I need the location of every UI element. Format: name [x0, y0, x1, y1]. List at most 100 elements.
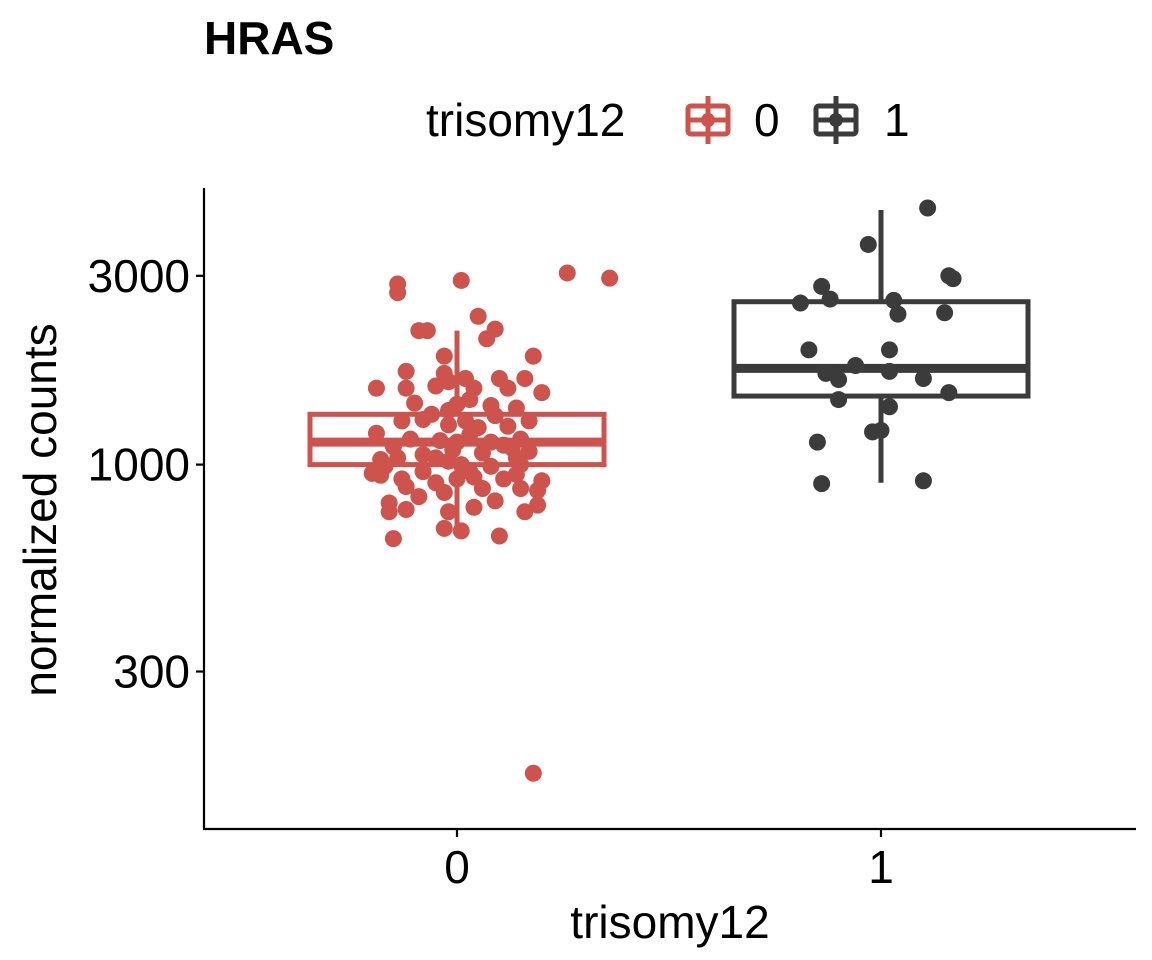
data-point-0-78 — [410, 488, 428, 506]
data-point-0-0 — [558, 264, 576, 282]
legend-label-1: 1 — [884, 94, 910, 146]
x-axis-label: trisomy12 — [570, 896, 769, 948]
legend-label-0: 0 — [754, 94, 780, 146]
legend: trisomy12 0 1 — [426, 94, 910, 146]
data-point-0-69 — [448, 470, 466, 488]
data-point-0-85 — [516, 503, 534, 521]
data-point-0-17 — [367, 379, 385, 397]
data-point-0-1 — [601, 269, 619, 287]
data-point-0-2 — [452, 271, 470, 289]
data-point-0-54 — [389, 449, 407, 467]
data-point-0-4 — [389, 284, 407, 302]
data-point-1-19 — [880, 398, 898, 416]
data-point-0-10 — [435, 347, 453, 365]
data-point-0-31 — [393, 412, 411, 430]
data-point-1-24 — [813, 475, 831, 493]
data-point-0-53 — [520, 442, 538, 460]
data-point-0-5 — [469, 307, 487, 325]
data-point-1-9 — [936, 304, 954, 322]
data-point-1-7 — [885, 291, 903, 309]
data-point-0-7 — [478, 330, 496, 348]
data-point-0-38 — [367, 424, 385, 442]
data-point-1-10 — [800, 341, 818, 359]
data-point-0-28 — [440, 401, 458, 419]
data-point-1-5 — [821, 290, 839, 308]
data-point-1-8 — [889, 305, 907, 323]
data-point-1-14 — [817, 364, 835, 382]
data-point-1-6 — [791, 294, 809, 312]
chart-title: HRAS — [204, 12, 334, 64]
data-point-1-11 — [880, 341, 898, 359]
legend-key-0 — [685, 96, 731, 144]
data-point-0-44 — [431, 432, 449, 450]
data-point-0-84 — [440, 503, 458, 521]
data-point-1-4 — [813, 277, 831, 295]
data-point-0-66 — [372, 466, 390, 484]
data-point-0-80 — [486, 492, 504, 510]
data-point-0-18 — [397, 379, 415, 397]
data-point-0-33 — [486, 407, 504, 425]
data-point-0-74 — [473, 480, 491, 498]
plot-area — [307, 199, 1031, 782]
data-point-0-56 — [427, 449, 445, 467]
x-tick-label-1: 1 — [868, 841, 894, 893]
data-point-0-90 — [490, 527, 508, 545]
data-point-0-11 — [397, 362, 415, 380]
data-point-0-86 — [380, 503, 398, 521]
data-point-0-35 — [520, 412, 538, 430]
data-point-0-36 — [499, 417, 517, 435]
data-point-0-34 — [456, 412, 474, 430]
data-point-0-70 — [495, 470, 513, 488]
data-point-0-22 — [499, 379, 517, 397]
data-point-0-81 — [529, 496, 547, 514]
data-point-1-1 — [859, 235, 877, 253]
box-1 — [731, 299, 1031, 399]
data-point-0-88 — [452, 522, 470, 540]
box-group-1 — [731, 199, 1031, 493]
y-axis-label: normalized counts — [14, 323, 66, 696]
data-point-0-83 — [465, 498, 483, 516]
y-tick-label-3000: 3000 — [88, 250, 190, 302]
data-point-0-61 — [482, 457, 500, 475]
data-point-1-13 — [880, 362, 898, 380]
box-group-0 — [307, 264, 619, 782]
data-point-0-89 — [384, 530, 402, 548]
y-tick-label-300: 300 — [113, 646, 190, 698]
data-point-0-62 — [414, 463, 432, 481]
data-point-0-29 — [507, 399, 525, 417]
data-point-0-20 — [427, 377, 445, 395]
y-axis-ticks: 300 1000 3000 — [88, 250, 204, 698]
data-point-0-73 — [397, 478, 415, 496]
data-point-0-13 — [524, 347, 542, 365]
data-point-1-18 — [830, 391, 848, 409]
data-point-0-51 — [414, 446, 432, 464]
data-point-0-32 — [414, 411, 432, 429]
data-point-0-40 — [401, 430, 419, 448]
data-point-1-15 — [830, 371, 848, 389]
data-point-1-17 — [940, 384, 958, 402]
data-point-0-9 — [418, 322, 436, 340]
data-point-1-23 — [914, 472, 932, 490]
data-point-0-16 — [516, 370, 534, 388]
data-point-1-22 — [808, 433, 826, 451]
data-point-1-21 — [872, 421, 890, 439]
data-point-0-45 — [461, 426, 479, 444]
data-point-0-23 — [533, 384, 551, 402]
data-point-0-87 — [435, 519, 453, 537]
data-point-0-82 — [397, 501, 415, 519]
x-tick-label-0: 0 — [444, 841, 470, 893]
data-point-1-3 — [944, 270, 962, 288]
data-point-0-91 — [524, 764, 542, 782]
data-point-0-75 — [435, 484, 453, 502]
data-point-1-0 — [919, 199, 937, 217]
data-point-0-37 — [440, 416, 458, 434]
legend-key-1 — [813, 96, 859, 144]
data-point-0-52 — [473, 444, 491, 462]
data-point-0-57 — [440, 452, 458, 470]
data-point-0-76 — [512, 480, 530, 498]
legend-title: trisomy12 — [426, 94, 625, 146]
data-point-1-12 — [847, 357, 865, 375]
data-point-0-77 — [529, 482, 547, 500]
